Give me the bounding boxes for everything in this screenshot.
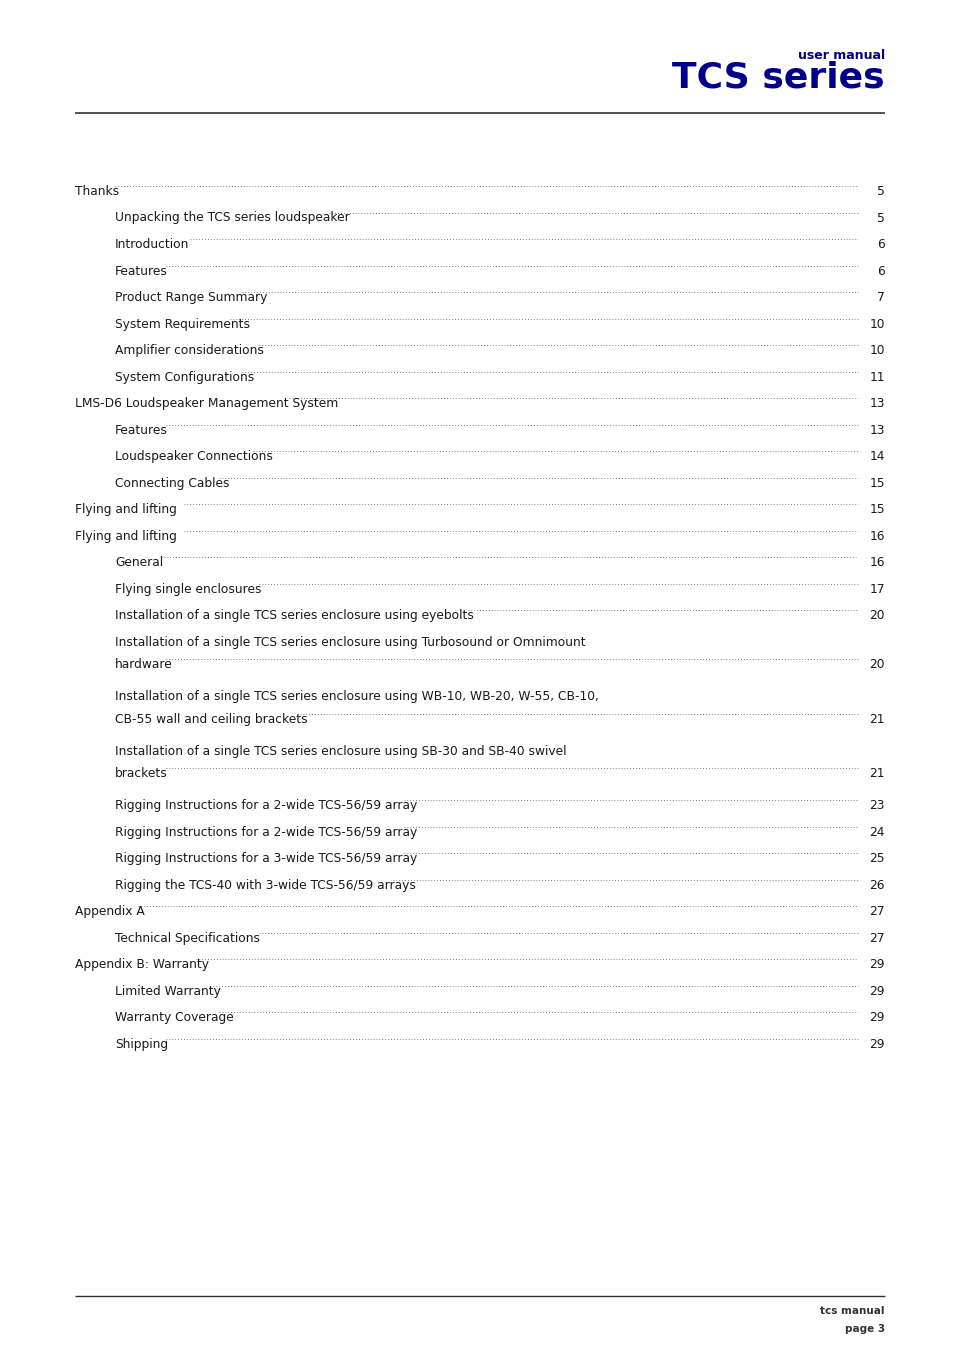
Text: Shipping: Shipping (115, 1038, 168, 1051)
Text: 25: 25 (868, 852, 884, 865)
Text: Technical Specifications: Technical Specifications (115, 931, 260, 944)
Text: Warranty Coverage: Warranty Coverage (115, 1011, 233, 1024)
Text: TCS series: TCS series (672, 61, 884, 95)
Text: Flying and lifting: Flying and lifting (75, 530, 176, 543)
Text: 29: 29 (868, 1038, 884, 1051)
Text: 21: 21 (868, 712, 884, 725)
Text: Rigging Instructions for a 2-wide TCS-56/59 array: Rigging Instructions for a 2-wide TCS-56… (115, 798, 416, 812)
Text: Flying and lifting: Flying and lifting (75, 503, 176, 516)
Text: 27: 27 (868, 931, 884, 944)
Text: 29: 29 (868, 1011, 884, 1024)
Text: 13: 13 (868, 397, 884, 409)
Text: 6: 6 (877, 238, 884, 251)
Text: 16: 16 (868, 530, 884, 543)
Text: System Requirements: System Requirements (115, 317, 250, 331)
Text: Connecting Cables: Connecting Cables (115, 477, 230, 489)
Text: Thanks: Thanks (75, 185, 119, 199)
Text: General: General (115, 557, 163, 569)
Text: Features: Features (115, 265, 168, 277)
Text: 21: 21 (868, 767, 884, 780)
Text: 11: 11 (868, 370, 884, 384)
Text: hardware: hardware (115, 658, 172, 671)
Text: Appendix A: Appendix A (75, 905, 145, 917)
Text: 16: 16 (868, 557, 884, 569)
Text: 24: 24 (868, 825, 884, 839)
Text: 17: 17 (868, 582, 884, 596)
Text: Rigging Instructions for a 2-wide TCS-56/59 array: Rigging Instructions for a 2-wide TCS-56… (115, 825, 416, 839)
Text: 6: 6 (877, 265, 884, 277)
Text: Amplifier considerations: Amplifier considerations (115, 345, 264, 357)
Text: Appendix B: Warranty: Appendix B: Warranty (75, 958, 209, 971)
Text: 5: 5 (876, 212, 884, 224)
Text: 26: 26 (868, 878, 884, 892)
Text: Flying single enclosures: Flying single enclosures (115, 582, 261, 596)
Text: user manual: user manual (797, 49, 884, 62)
Text: 27: 27 (868, 905, 884, 917)
Text: Limited Warranty: Limited Warranty (115, 985, 221, 997)
Text: Installation of a single TCS series enclosure using Turbosound or Omnimount: Installation of a single TCS series encl… (115, 635, 585, 648)
Text: 10: 10 (868, 317, 884, 331)
Text: 23: 23 (868, 798, 884, 812)
Text: 15: 15 (868, 503, 884, 516)
Text: 29: 29 (868, 985, 884, 997)
Text: tcs manual: tcs manual (820, 1306, 884, 1316)
Text: System Configurations: System Configurations (115, 370, 254, 384)
Text: Unpacking the TCS series loudspeaker: Unpacking the TCS series loudspeaker (115, 212, 350, 224)
Text: Introduction: Introduction (115, 238, 190, 251)
Text: Loudspeaker Connections: Loudspeaker Connections (115, 450, 273, 463)
Text: 14: 14 (868, 450, 884, 463)
Text: 7: 7 (877, 290, 884, 304)
Text: 29: 29 (868, 958, 884, 971)
Text: Installation of a single TCS series enclosure using SB-30 and SB-40 swivel: Installation of a single TCS series encl… (115, 744, 566, 758)
Text: Installation of a single TCS series enclosure using eyebolts: Installation of a single TCS series encl… (115, 609, 474, 621)
Text: 10: 10 (868, 345, 884, 357)
Text: LMS-D6 Loudspeaker Management System: LMS-D6 Loudspeaker Management System (75, 397, 338, 409)
Text: 13: 13 (868, 423, 884, 436)
Text: Rigging the TCS-40 with 3-wide TCS-56/59 arrays: Rigging the TCS-40 with 3-wide TCS-56/59… (115, 878, 416, 892)
Text: brackets: brackets (115, 767, 168, 780)
Text: Features: Features (115, 423, 168, 436)
Text: 15: 15 (868, 477, 884, 489)
Text: 20: 20 (868, 609, 884, 621)
Text: Product Range Summary: Product Range Summary (115, 290, 267, 304)
Text: 20: 20 (868, 658, 884, 671)
Text: Installation of a single TCS series enclosure using WB-10, WB-20, W-55, CB-10,: Installation of a single TCS series encl… (115, 690, 598, 703)
Text: 5: 5 (876, 185, 884, 199)
Text: CB-55 wall and ceiling brackets: CB-55 wall and ceiling brackets (115, 712, 307, 725)
Text: Rigging Instructions for a 3-wide TCS-56/59 array: Rigging Instructions for a 3-wide TCS-56… (115, 852, 416, 865)
Text: page 3: page 3 (844, 1324, 884, 1333)
